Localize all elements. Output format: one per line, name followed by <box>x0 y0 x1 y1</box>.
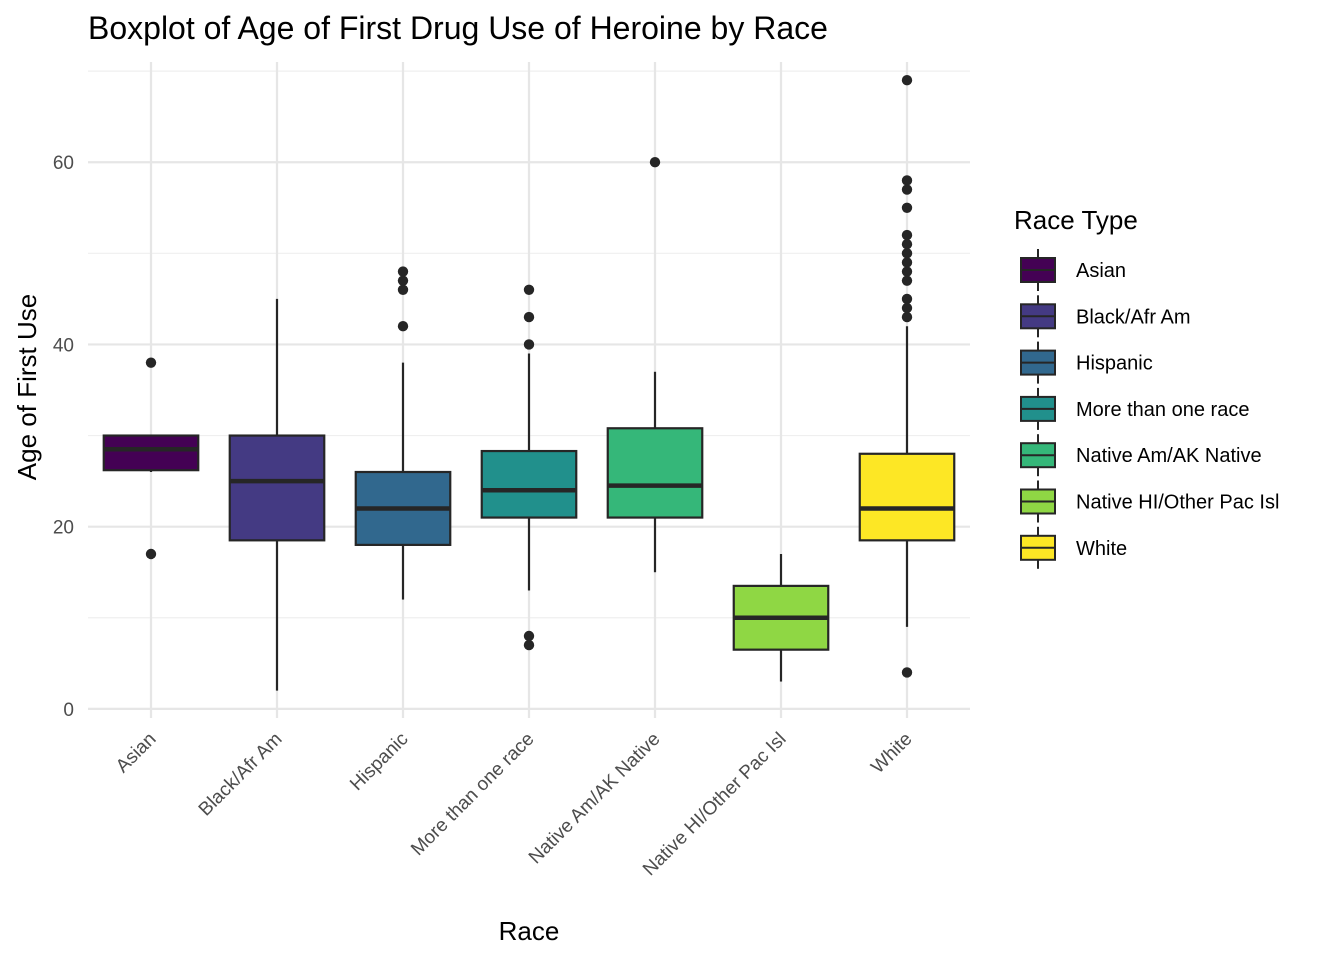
box-iqr <box>228 434 326 542</box>
x-tick-label: More than one race <box>407 729 538 860</box>
legend-item: Native Am/AK Native <box>1020 434 1262 477</box>
outlier-point <box>901 667 913 678</box>
box-native-hi-other-pac-isl <box>732 554 830 682</box>
legend-label: White <box>1076 538 1127 560</box>
box-black-afr-am <box>228 298 326 691</box>
chart-title: Boxplot of Age of First Drug Use of Hero… <box>88 10 828 46</box>
outlier-point <box>397 284 409 295</box>
outlier-point <box>901 229 913 241</box>
outlier-point <box>397 275 409 286</box>
legend-item: Black/Afr Am <box>1020 295 1190 338</box>
legend-label: Black/Afr Am <box>1076 306 1190 328</box>
outlier-point <box>649 157 661 168</box>
box-white <box>858 75 956 678</box>
y-tick-label: 60 <box>53 153 74 174</box>
box-asian <box>102 357 200 560</box>
legend-item: Native HI/Other Pac Isl <box>1020 480 1279 523</box>
x-tick-label: Native Am/AK Native <box>525 729 665 869</box>
legend-label: More than one race <box>1076 399 1249 421</box>
outlier-point <box>901 202 913 213</box>
outlier-point <box>901 257 913 268</box>
x-tick-label: Asian <box>112 729 160 777</box>
outlier-point <box>901 293 913 305</box>
outlier-point <box>523 630 535 642</box>
outlier-point <box>901 275 913 286</box>
outlier-point <box>901 184 913 195</box>
outlier-point <box>523 311 535 323</box>
box-iqr <box>102 434 200 472</box>
outlier-point <box>901 248 913 259</box>
y-axis-ticks: 0 20 40 60 <box>53 153 74 721</box>
box-hispanic <box>354 266 452 600</box>
box-iqr <box>480 449 578 519</box>
x-tick-label: Hispanic <box>346 729 412 795</box>
legend-title: Race Type <box>1014 205 1138 235</box>
y-tick-label: 20 <box>53 518 74 539</box>
x-axis-title: Race <box>499 916 560 946</box>
outlier-point <box>397 321 409 332</box>
x-tick-label: White <box>867 729 916 778</box>
outlier-point <box>901 302 913 314</box>
x-tick-label: Native HI/Other Pac Isl <box>639 729 790 880</box>
y-tick-label: 0 <box>63 700 74 721</box>
legend-label: Native HI/Other Pac Isl <box>1076 492 1279 514</box>
legend-item: Asian <box>1020 249 1126 291</box>
legend-label: Native Am/AK Native <box>1076 445 1262 467</box>
box-more-than-one-race <box>480 284 578 651</box>
legend-label: Hispanic <box>1076 353 1153 375</box>
legend-item: More than one race <box>1020 387 1249 430</box>
boxes <box>102 75 956 691</box>
y-tick-label: 40 <box>53 335 74 356</box>
outlier-point <box>523 639 535 651</box>
legend-item: White <box>1020 526 1127 569</box>
outlier-point <box>523 284 535 295</box>
y-axis-title: Age of First Use <box>12 294 42 480</box>
box-iqr <box>606 427 704 519</box>
x-tick-label: Black/Afr Am <box>195 729 287 821</box>
box-native-am-ak-native <box>606 157 704 573</box>
legend: Race Type Asian Black/Afr Am Hispanic More … <box>1014 205 1279 569</box>
outlier-point <box>901 175 913 186</box>
outlier-point <box>901 239 913 250</box>
outlier-point <box>145 548 157 560</box>
outlier-point <box>145 357 157 368</box>
box-iqr <box>858 452 956 542</box>
outlier-point <box>523 339 535 350</box>
outlier-point <box>901 266 913 277</box>
outlier-point <box>901 75 913 86</box>
outlier-point <box>901 311 913 323</box>
legend-item: Hispanic <box>1020 341 1153 384</box>
legend-label: Asian <box>1076 260 1126 282</box>
outlier-point <box>397 266 409 277</box>
